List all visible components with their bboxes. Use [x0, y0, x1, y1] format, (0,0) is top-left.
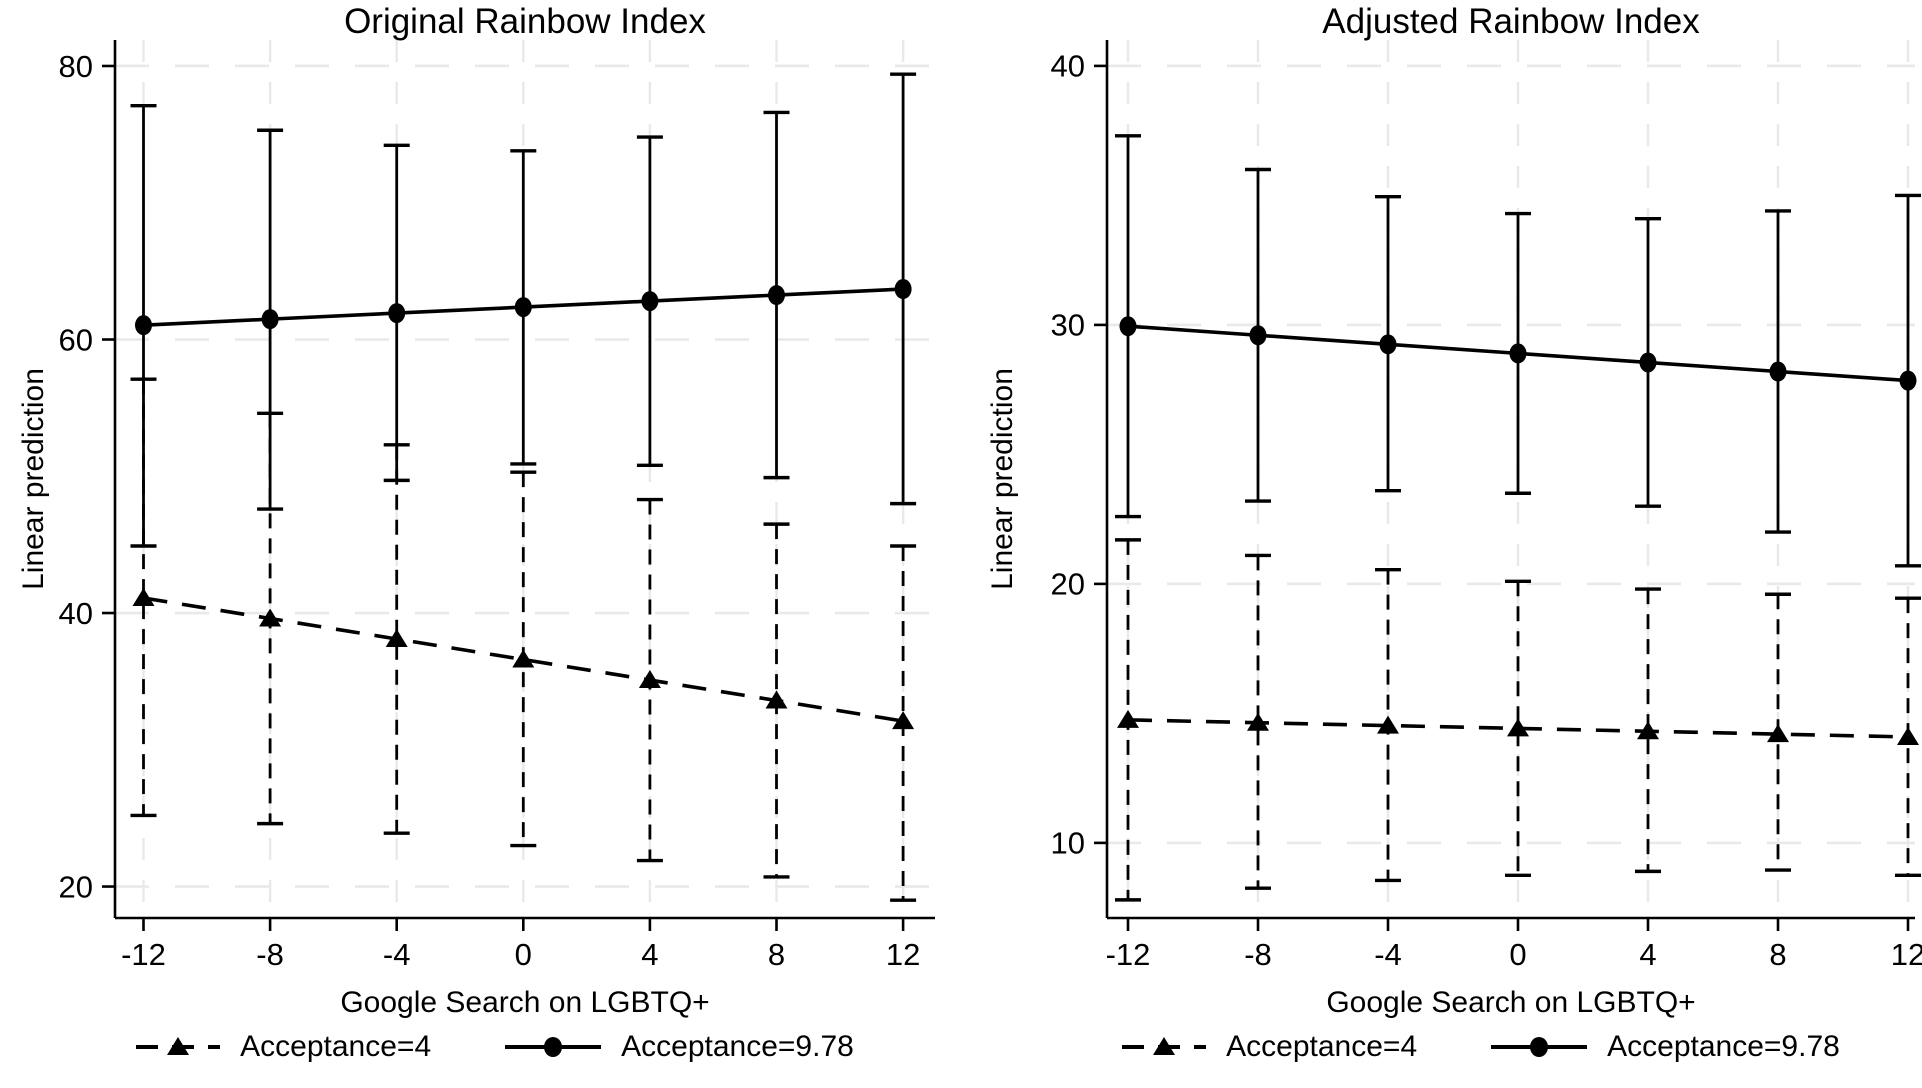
- y-axis-title: Linear prediction: [17, 368, 50, 590]
- x-tick-label: -8: [1244, 937, 1272, 972]
- circle-marker: [1119, 316, 1137, 337]
- circle-marker: [1769, 361, 1787, 382]
- x-tick-label: 8: [768, 937, 785, 972]
- circle-marker: [1249, 325, 1267, 346]
- x-tick-label: -4: [383, 937, 411, 972]
- x-tick-label: -12: [121, 937, 166, 972]
- triangle-marker: [1767, 724, 1789, 743]
- x-tick-label: 0: [1509, 937, 1526, 972]
- triangle-marker: [638, 670, 661, 689]
- x-axis-title: Google Search on LGBTQ+: [340, 986, 710, 1019]
- plot-area-adjusted: 10 20 30 40 -12 -8 -4 0 4 8 12: [1051, 40, 1922, 972]
- y-tick-label: 40: [59, 596, 93, 631]
- legend-item-acceptance-4: Acceptance=4: [136, 1030, 431, 1064]
- triangle-marker: [1247, 712, 1269, 731]
- legend-label: Acceptance=9.78: [1607, 1030, 1840, 1063]
- circle-marker: [1379, 334, 1397, 355]
- legend: Acceptance=4 Acceptance=9.78: [1047, 1030, 1915, 1064]
- legend-label: Acceptance=4: [240, 1030, 432, 1063]
- legend-label: Acceptance=9.78: [621, 1030, 854, 1063]
- triangle-marker: [385, 629, 408, 648]
- circle-marker: [894, 279, 912, 300]
- circle-marker: [135, 315, 152, 336]
- x-tick-label: 8: [1769, 937, 1786, 972]
- x-tick-label: 12: [886, 937, 920, 972]
- circle-marker: [768, 285, 785, 306]
- y-tick-label: 10: [1051, 826, 1085, 861]
- y-tick-label: 20: [59, 869, 93, 904]
- x-tick-label: -8: [256, 937, 284, 972]
- solid-circle-swatch: [505, 1037, 602, 1057]
- circle-marker: [514, 297, 532, 318]
- chart-title: Original Rainbow Index: [344, 2, 706, 41]
- triangle-marker: [1507, 718, 1529, 737]
- triangle-marker: [132, 587, 155, 606]
- y-tick-label: 60: [59, 322, 93, 357]
- triangle-marker: [765, 690, 788, 709]
- x-axis-title: Google Search on LGBTQ+: [1326, 986, 1696, 1019]
- x-tick-label: -4: [1374, 937, 1402, 972]
- plot-area-original: 20 40 60 80 -12 -8 -4 0 4 8 12: [59, 40, 935, 972]
- legend-item-acceptance-9-78: Acceptance=9.78: [505, 1030, 854, 1064]
- dashed-triangle-swatch: [1122, 1037, 1207, 1055]
- legend-item-acceptance-4: Acceptance=4: [1122, 1030, 1417, 1064]
- triangle-marker: [1377, 715, 1399, 734]
- triangle-marker: [512, 649, 535, 668]
- circle-marker: [261, 309, 279, 330]
- panel-original-rainbow-index: 20 40 60 80 -12 -8 -4 0 4 8 12 Original Rainbow In…: [17, 2, 935, 1064]
- triangle-marker: [259, 608, 282, 627]
- y-tick-label: 40: [1051, 49, 1085, 84]
- legend-label: Acceptance=4: [1226, 1030, 1418, 1063]
- x-tick-label: 12: [1891, 937, 1922, 972]
- legend-item-acceptance-9-78: Acceptance=9.78: [1491, 1030, 1840, 1064]
- y-tick-label: 30: [1051, 308, 1085, 343]
- circle-marker: [641, 291, 659, 312]
- circle-marker: [1509, 343, 1527, 364]
- panel-adjusted-rainbow-index: 10 20 30 40 -12 -8 -4 0 4 8 12 Adjusted Rainbow In…: [961, 0, 1922, 1088]
- circle-marker: [388, 303, 406, 324]
- y-axis-title: Linear prediction: [986, 368, 1019, 590]
- x-tick-label: 4: [1639, 937, 1656, 972]
- chart-title: Adjusted Rainbow Index: [1322, 2, 1700, 41]
- solid-circle-swatch: [1491, 1037, 1588, 1057]
- triangle-marker: [1897, 726, 1919, 745]
- x-tick-label: -12: [1106, 937, 1151, 972]
- x-tick-label: 0: [515, 937, 532, 972]
- triangle-marker: [892, 711, 915, 730]
- triangle-marker: [1117, 709, 1139, 728]
- legend: Acceptance=4 Acceptance=9.78: [55, 1030, 935, 1064]
- y-tick-label: 80: [59, 49, 93, 84]
- y-tick-label: 20: [1051, 567, 1085, 602]
- dashed-triangle-swatch: [136, 1037, 221, 1055]
- circle-marker: [1899, 370, 1917, 391]
- circle-marker: [1639, 352, 1657, 373]
- triangle-marker: [1637, 721, 1659, 740]
- x-tick-label: 4: [641, 937, 658, 972]
